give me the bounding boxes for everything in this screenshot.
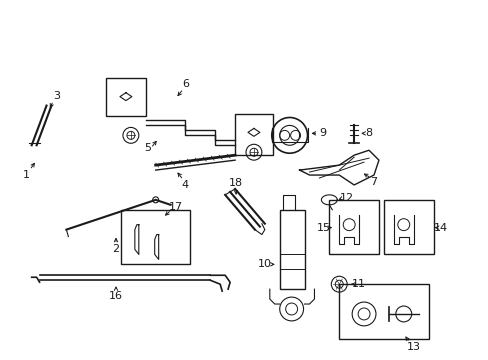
Bar (106, 78, 145, 116)
Bar (235, 113, 272, 155)
Text: 4: 4 (182, 180, 189, 190)
Text: 17: 17 (168, 202, 182, 212)
Text: 10: 10 (257, 259, 271, 269)
Text: 7: 7 (370, 177, 377, 187)
Text: 14: 14 (432, 222, 447, 233)
Text: 2: 2 (112, 244, 120, 255)
Bar (279, 210, 304, 289)
Text: 5: 5 (144, 143, 151, 153)
Text: 16: 16 (109, 291, 123, 301)
Text: 1: 1 (23, 170, 30, 180)
Text: 3: 3 (53, 91, 60, 101)
Text: 6: 6 (182, 79, 188, 89)
Text: 13: 13 (406, 342, 420, 352)
Bar (121, 210, 190, 264)
Text: 9: 9 (318, 129, 325, 138)
Bar (339, 284, 427, 339)
Text: 15: 15 (316, 222, 330, 233)
Bar (383, 200, 433, 255)
Bar (328, 200, 378, 255)
Text: 8: 8 (365, 129, 372, 138)
Text: 12: 12 (340, 193, 353, 203)
Text: 11: 11 (351, 279, 366, 289)
Text: 18: 18 (228, 178, 243, 188)
